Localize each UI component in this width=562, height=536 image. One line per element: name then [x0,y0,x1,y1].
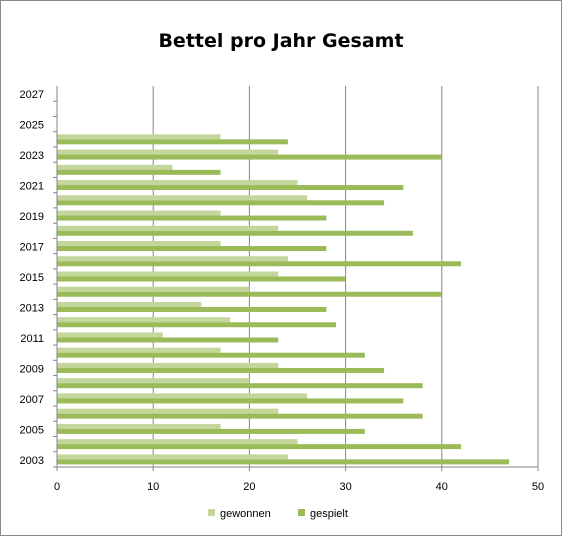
x-tick-label: 0 [54,481,60,493]
bar-gespielt-2023 [57,154,442,160]
bar-gespielt-2006 [57,413,423,419]
legend-swatch-gespielt [298,509,305,516]
bar-gespielt-2022 [57,169,221,175]
bar-gewonnen-2024 [57,134,221,140]
bar-gewonnen-2010 [57,347,221,353]
y-tick-label: 2019 [20,211,44,223]
legend-swatch-gewonnen [208,509,215,516]
y-tick-label: 2017 [20,242,44,254]
bar-gewonnen-2012 [57,317,231,323]
bar-gespielt-2011 [57,337,279,343]
y-tick-label: 2009 [20,364,44,376]
bar-gewonnen-2013 [57,301,202,307]
chart-title: Bettel pro Jahr Gesamt [158,30,404,52]
bar-gespielt-2009 [57,367,385,373]
y-tick-label: 2023 [20,150,44,162]
x-tick-labels: 0 10 20 30 40 50 [54,481,544,493]
bar-gespielt-2004 [57,444,462,450]
bar-gespielt-2021 [57,185,404,191]
bar-gewonnen-2017 [57,241,221,247]
bar-gewonnen-2022 [57,164,173,170]
bar-gespielt-2017 [57,246,327,252]
legend: gewonnen gespielt [208,508,348,520]
bar-gespielt-2013 [57,306,327,312]
bar-gespielt-2015 [57,276,346,282]
x-tick-label: 50 [532,481,544,493]
bar-gewonnen-2015 [57,271,279,277]
bar-gespielt-2003 [57,459,510,465]
y-tick-label: 2007 [20,394,44,406]
bar-gespielt-2005 [57,428,365,434]
bar-gespielt-2012 [57,322,336,328]
x-tick-label: 20 [243,481,255,493]
bar-gespielt-2010 [57,352,365,358]
bar-gewonnen-2006 [57,408,279,414]
bar-gewonnen-2008 [57,378,250,384]
bar-gespielt-2019 [57,215,327,221]
bar-gewonnen-2007 [57,393,308,399]
bar-gespielt-2020 [57,200,385,206]
bar-gewonnen-2011 [57,332,163,338]
bar-gewonnen-2023 [57,149,279,155]
bars [57,134,510,465]
y-tick-label: 2011 [20,333,44,345]
bar-gewonnen-2004 [57,439,298,445]
bar-gespielt-2018 [57,230,413,236]
y-tick-label: 2003 [20,455,44,467]
legend-label-gespielt: gespielt [310,508,348,520]
bar-gewonnen-2016 [57,256,288,262]
y-tick-label: 2027 [20,89,44,101]
bar-gewonnen-2005 [57,423,221,429]
x-tick-label: 30 [339,481,351,493]
bar-gespielt-2014 [57,291,442,297]
bar-gespielt-2007 [57,398,404,404]
bar-gewonnen-2009 [57,362,279,368]
bar-gewonnen-2003 [57,454,288,460]
y-tick-label: 2005 [20,425,44,437]
bar-gespielt-2008 [57,383,423,389]
bar-gewonnen-2019 [57,210,221,216]
bar-gespielt-2024 [57,139,288,145]
bar-gewonnen-2018 [57,225,279,231]
x-tick-label: 10 [147,481,159,493]
bar-gewonnen-2020 [57,195,308,201]
y-tick-label: 2021 [20,181,44,193]
legend-label-gewonnen: gewonnen [220,508,271,520]
y-tick-labels: 2003 2005 2007 2009 2011 2013 2015 2017 2019 2021… [20,89,44,467]
bar-gespielt-2016 [57,261,462,267]
bar-gewonnen-2014 [57,286,250,292]
y-tick-label: 2013 [20,303,44,315]
x-tick-label: 40 [436,481,448,493]
y-tick-label: 2025 [20,120,44,132]
y-tick-label: 2015 [20,272,44,284]
bar-gewonnen-2021 [57,180,298,186]
axes [53,86,539,471]
